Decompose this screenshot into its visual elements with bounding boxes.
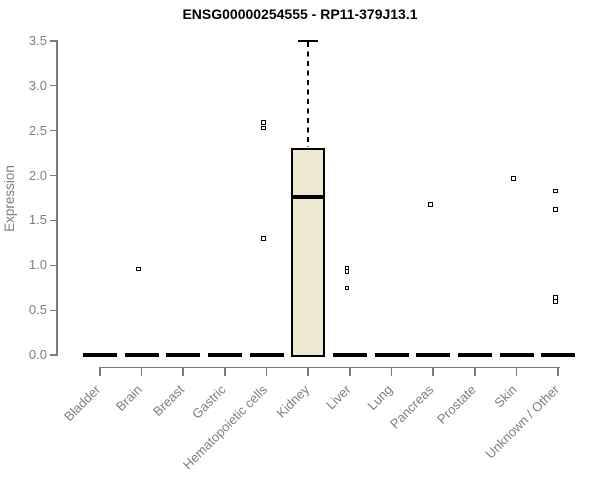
outlier-point [261,125,266,131]
y-tick-label: 2.0 [28,167,47,183]
collapsed-box [249,353,284,358]
x-category-label-text: Unknown / Other [482,381,562,462]
y-tick [49,174,57,177]
x-tick [265,368,268,377]
outlier-point [511,175,516,181]
whisker-line [307,42,310,148]
collapsed-box [83,353,117,358]
y-tick-label: 2.5 [28,122,47,138]
x-tick [99,368,101,377]
y-tick-label: 3.5 [28,32,47,48]
y-tick [49,309,57,312]
x-tick [140,368,143,377]
x-tick [474,368,476,377]
x-category-label-text: Kidney [273,381,312,421]
x-category-label-text: Skin [491,381,521,411]
collapsed-box [416,353,451,358]
y-tick [49,264,57,267]
x-category-label-text: Pancreas [387,381,437,432]
collapsed-box [374,353,409,358]
y-tick [49,354,57,357]
collapsed-box [499,353,534,358]
outlier-point [344,269,350,274]
collapsed-box [541,353,576,358]
x-tick [182,368,185,377]
outlier-point [427,201,433,207]
outlier-point [261,120,266,125]
y-tick [49,84,57,87]
chart-title: ENSG00000254555 - RP11-379J13.1 [182,6,418,22]
collapsed-box [207,353,242,358]
x-tick [432,368,435,377]
outlier-point [344,285,350,291]
y-tick [49,129,57,132]
outlier-point [552,188,558,194]
x-category-label-text: Prostate [433,381,479,427]
y-tick [49,39,57,42]
collapsed-box [166,353,201,358]
x-category-label-text: Brain [113,381,146,414]
outlier-point [552,299,558,304]
x-tick [557,368,560,377]
collapsed-box [457,353,492,358]
y-tick-label: 1.0 [28,257,47,273]
x-category-label-text: Gastric [188,381,229,422]
y-tick-label: 0.0 [28,347,47,363]
y-tick-label: 0.5 [28,302,47,318]
x-category-label-text: Breast [149,381,187,420]
whisker-cap [298,39,319,42]
median-line [293,194,324,200]
x-category-label-text: Bladder [61,381,104,425]
collapsed-box [332,353,367,358]
x-tick [349,368,351,377]
x-tick [390,368,393,377]
x-category-label-text: Liver [322,381,354,413]
outlier-point [552,207,558,212]
y-axis-line [56,40,58,356]
y-tick [49,219,57,222]
box [291,147,326,358]
y-tick-label: 3.0 [28,77,47,93]
outlier-point [136,266,141,272]
x-tick [307,368,310,377]
outlier-point [261,236,266,241]
x-category-label-text: Lung [364,381,396,413]
y-tick-label: 1.5 [28,212,47,228]
collapsed-box [124,353,159,358]
x-tick [224,368,226,377]
x-axis-line [98,366,560,369]
x-tick [515,368,518,377]
